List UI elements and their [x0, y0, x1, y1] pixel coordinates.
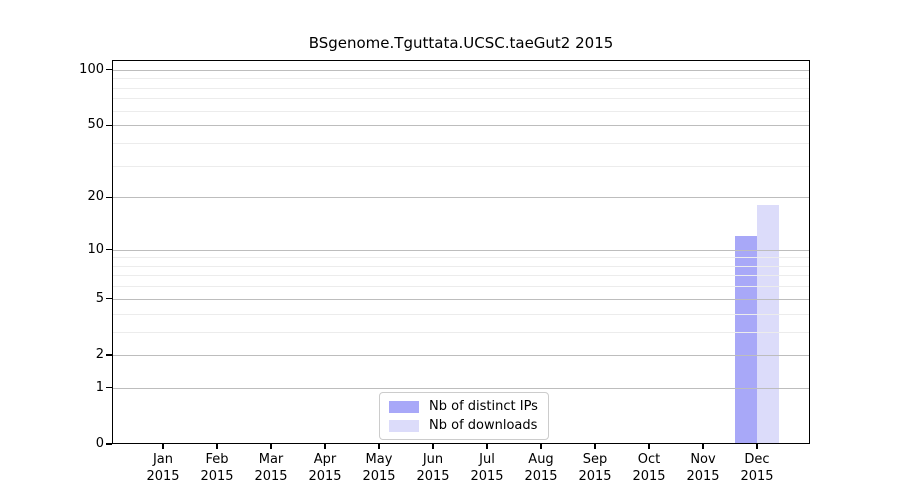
x-tick-label: Jul 2015: [457, 451, 517, 485]
y-tick-label: 10: [87, 241, 104, 257]
legend-swatch-downloads-icon: [389, 419, 419, 432]
major-gridline: [112, 125, 810, 127]
x-tick-month: Jan: [152, 452, 174, 467]
x-tick-year: 2015: [146, 469, 180, 484]
y-tick-mark: [106, 69, 112, 71]
legend-item-downloads: Nb of downloads: [389, 417, 538, 434]
y-tick-label: 100: [79, 61, 104, 77]
plot-area: [112, 60, 810, 444]
x-tick-label: Nov 2015: [673, 451, 733, 485]
x-tick-label: Mar 2015: [241, 451, 301, 485]
x-tick-month: Sep: [582, 452, 608, 467]
minor-gridline: [112, 110, 810, 112]
x-tick-mark: [756, 444, 758, 449]
x-tick-year: 2015: [524, 469, 558, 484]
x-tick-month: Jun: [422, 452, 444, 467]
legend-label-downloads: Nb of downloads: [429, 418, 538, 433]
y-tick-mark: [106, 248, 112, 251]
x-tick-year: 2015: [362, 469, 396, 484]
minor-gridline: [112, 142, 810, 144]
x-tick-month: Oct: [637, 452, 661, 467]
x-tick-label: Oct 2015: [619, 451, 679, 485]
y-tick-mark: [106, 354, 112, 356]
y-tick-mark: [106, 443, 112, 445]
y-tick-label: 50: [87, 117, 104, 133]
x-tick-mark: [216, 444, 218, 449]
minor-gridline: [112, 331, 810, 333]
bar-nb-of-downloads: [757, 205, 779, 444]
x-tick-month: Mar: [258, 452, 284, 467]
x-tick-month: Apr: [313, 452, 337, 467]
x-tick-mark: [540, 444, 542, 449]
y-tick-mark: [106, 196, 112, 198]
minor-gridline: [112, 98, 810, 100]
x-tick-month: Feb: [205, 452, 229, 467]
x-tick-mark: [270, 444, 272, 449]
x-tick-year: 2015: [632, 469, 666, 484]
y-tick-mark: [106, 298, 112, 300]
x-tick-year: 2015: [740, 469, 774, 484]
x-tick-year: 2015: [686, 469, 720, 484]
major-gridline: [112, 354, 810, 356]
legend-swatch-distinct-ips-icon: [389, 400, 419, 413]
y-tick-label: 20: [87, 189, 104, 205]
x-tick-mark: [702, 444, 704, 449]
minor-gridline: [112, 275, 810, 277]
x-tick-month: Jul: [479, 452, 495, 467]
y-tick-label: 0: [95, 436, 104, 451]
major-gridline: [112, 69, 810, 71]
x-tick-month: May: [365, 452, 393, 467]
x-tick-mark: [432, 444, 434, 449]
y-tick-label: 5: [95, 290, 104, 306]
x-tick-label: Jun 2015: [403, 451, 463, 485]
minor-gridline: [112, 313, 810, 315]
legend: Nb of distinct IPs Nb of downloads: [379, 392, 549, 440]
legend-label-distinct-ips: Nb of distinct IPs: [429, 399, 538, 414]
x-tick-year: 2015: [254, 469, 288, 484]
x-tick-mark: [486, 444, 488, 449]
x-tick-label: Jan 2015: [133, 451, 193, 485]
x-tick-mark: [378, 444, 380, 449]
x-tick-mark: [648, 444, 650, 449]
y-tick-mark: [106, 124, 112, 126]
x-tick-month: Dec: [744, 452, 770, 467]
major-gridline: [112, 298, 810, 300]
x-tick-year: 2015: [308, 469, 342, 484]
x-tick-label: Sep 2015: [565, 451, 625, 485]
x-tick-label: Feb 2015: [187, 451, 247, 485]
minor-gridline: [112, 257, 810, 259]
minor-gridline: [112, 78, 810, 80]
x-tick-mark: [324, 444, 326, 449]
minor-gridline: [112, 165, 810, 167]
legend-item-distinct-ips: Nb of distinct IPs: [389, 398, 538, 415]
x-tick-year: 2015: [470, 469, 504, 484]
major-gridline: [112, 249, 810, 251]
major-gridline: [112, 197, 810, 199]
y-tick-label: 1: [95, 379, 104, 395]
x-tick-label: Apr 2015: [295, 451, 355, 485]
minor-gridline: [112, 87, 810, 89]
x-tick-month: Nov: [690, 452, 716, 467]
minor-gridline: [112, 286, 810, 288]
x-tick-year: 2015: [200, 469, 234, 484]
x-tick-label: Aug 2015: [511, 451, 571, 485]
x-tick-label: May 2015: [349, 451, 409, 485]
chart-title: BSgenome.Tguttata.UCSC.taeGut2 2015: [308, 34, 614, 52]
x-tick-mark: [594, 444, 596, 449]
x-tick-mark: [162, 444, 164, 449]
x-tick-year: 2015: [416, 469, 450, 484]
x-tick-label: Dec 2015: [727, 451, 787, 485]
y-tick-mark: [106, 387, 112, 389]
x-tick-year: 2015: [578, 469, 612, 484]
x-tick-month: Aug: [528, 452, 554, 467]
major-gridline: [112, 387, 810, 389]
bar-nb-of-distinct-ips: [735, 236, 757, 444]
y-tick-label: 2: [95, 346, 104, 362]
minor-gridline: [112, 265, 810, 267]
